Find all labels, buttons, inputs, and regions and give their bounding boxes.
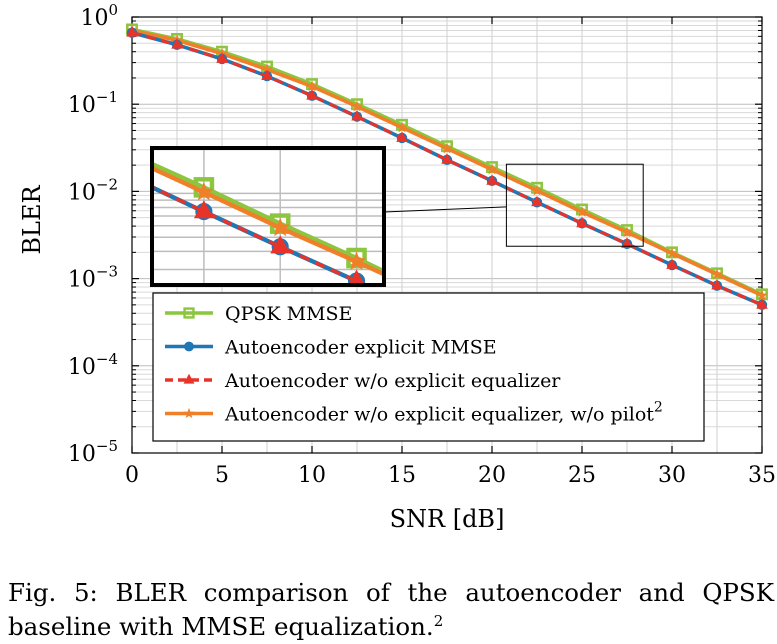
data-point xyxy=(531,195,543,207)
data-point xyxy=(396,121,408,133)
y-tick-label: 100 xyxy=(80,1,118,31)
legend-swatch-marker xyxy=(183,407,195,419)
inset-data-point xyxy=(348,269,365,285)
x-axis-title: SNR [dB] xyxy=(390,505,505,533)
x-tick-label: 35 xyxy=(748,463,776,488)
inset-series-2 xyxy=(118,164,370,285)
data-point xyxy=(486,174,498,185)
x-tick-label: 25 xyxy=(568,463,596,488)
bler-chart: 0 5 10 15 20 25 30 35 100 10−1 10−2 10−3 10−4 10−5 SNR… xyxy=(18,1,776,533)
legend-label: Autoencoder w/o explicit equalizer xyxy=(224,370,561,392)
inset-data-point xyxy=(120,168,136,184)
x-tick-label: 30 xyxy=(658,463,686,488)
data-point xyxy=(666,247,678,259)
data-point xyxy=(621,237,633,248)
legend-box xyxy=(152,292,705,442)
data-point xyxy=(576,205,588,217)
inset-data-point xyxy=(270,217,291,237)
inset-data-point xyxy=(193,200,214,219)
zoom-connector xyxy=(383,206,507,213)
x-tick-label: 0 xyxy=(125,463,139,488)
data-point xyxy=(261,63,273,75)
y-tick-label: 10−5 xyxy=(68,437,118,467)
x-tick-label: 5 xyxy=(215,463,229,488)
data-point xyxy=(351,100,363,112)
data-point xyxy=(756,298,768,309)
x-tick-label: 20 xyxy=(478,463,506,488)
caption-text: Fig. 5: BLER comparison of the autoencod… xyxy=(8,577,774,641)
x-tick-label: 10 xyxy=(298,463,326,488)
plot-frame xyxy=(131,16,763,454)
data-point xyxy=(486,163,498,175)
data-point xyxy=(531,184,543,196)
data-point xyxy=(576,216,588,228)
data-point xyxy=(756,289,768,301)
inset-data-point xyxy=(120,145,136,161)
legend-label: Autoencoder w/o explicit equalizer, w/o … xyxy=(224,400,663,426)
series-line xyxy=(131,31,763,307)
series-2 xyxy=(126,26,768,309)
data-point xyxy=(441,142,453,154)
data-point xyxy=(441,153,453,164)
legend-swatch-marker xyxy=(183,373,195,384)
data-point xyxy=(396,131,408,142)
data-point xyxy=(216,52,228,63)
data-point xyxy=(126,26,138,37)
inset-data-point xyxy=(346,251,367,271)
inset-data-point xyxy=(270,235,291,254)
data-point xyxy=(306,80,318,92)
inset-data-point xyxy=(118,164,138,182)
legend-swatch-marker xyxy=(184,341,194,352)
data-point xyxy=(306,89,318,100)
data-point xyxy=(711,279,723,290)
y-tick-label: 10−2 xyxy=(68,175,118,205)
data-point xyxy=(711,268,723,280)
y-tick-label: 10−1 xyxy=(68,88,118,118)
legend-label: Autoencoder explicit MMSE xyxy=(224,337,497,359)
data-point xyxy=(171,38,183,49)
inset-frame xyxy=(150,146,386,287)
legend-label: QPSK MMSE xyxy=(225,303,352,325)
y-tick-label: 10−3 xyxy=(68,263,118,293)
y-tick-label: 10−4 xyxy=(68,350,118,380)
zoom-region xyxy=(505,163,644,247)
x-tick-label: 15 xyxy=(388,463,416,488)
inset-series-3 xyxy=(152,165,384,277)
data-point xyxy=(621,226,633,238)
legend-swatch-marker xyxy=(183,307,195,319)
figure-caption: Fig. 5: BLER comparison of the autoencod… xyxy=(8,576,774,644)
data-point xyxy=(261,69,273,80)
y-axis-title: BLER xyxy=(18,184,46,254)
inset-data-point xyxy=(193,181,214,201)
caption-footnote-mark: 2 xyxy=(433,611,444,630)
legend: QPSK MMSE Autoencoder explicit MMSE Autoen… xyxy=(152,292,705,442)
data-point xyxy=(666,258,678,269)
chart-svg: 0 5 10 15 20 25 30 35 100 10−1 10−2 10−3 10−4 10−5 SNR… xyxy=(18,1,776,533)
data-point xyxy=(351,110,363,121)
